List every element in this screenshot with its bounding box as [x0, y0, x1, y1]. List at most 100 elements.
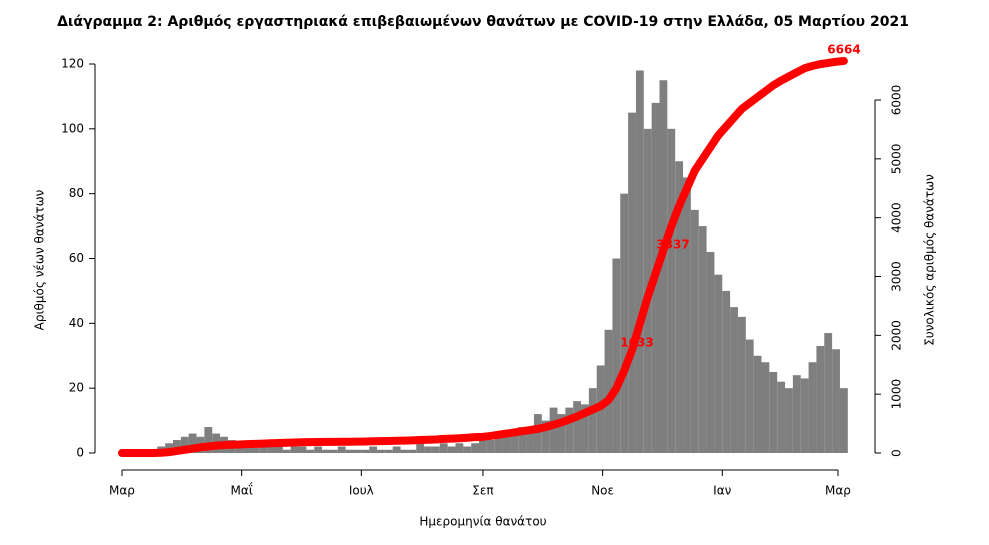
bar — [533, 414, 542, 453]
bar — [267, 446, 276, 453]
bar — [761, 362, 770, 453]
y2-tick-label: 6000 — [890, 85, 904, 116]
bar — [502, 436, 511, 453]
bar — [808, 362, 817, 453]
y2-axis-label: Συνολικός αριθμός θανάτων — [923, 174, 937, 346]
x-tick-label: Νοε — [591, 484, 614, 498]
bar — [628, 112, 636, 453]
bar — [408, 449, 417, 453]
bar — [377, 449, 385, 453]
bar — [730, 307, 738, 453]
bar — [745, 339, 754, 453]
bar — [479, 436, 487, 453]
bar — [800, 378, 809, 453]
bar — [675, 161, 684, 453]
bar — [204, 427, 213, 453]
bar — [510, 430, 519, 453]
bar — [832, 349, 840, 453]
bar — [251, 443, 260, 453]
bar — [369, 446, 378, 453]
bar — [345, 449, 354, 453]
bar — [392, 446, 401, 453]
bar — [659, 80, 668, 453]
bar — [581, 404, 589, 453]
y-tick-label: 120 — [61, 57, 84, 71]
bar — [455, 443, 464, 453]
bar — [329, 449, 338, 453]
bar — [816, 346, 825, 453]
x-tick-label: Ιαν — [713, 484, 731, 498]
bar — [314, 446, 323, 453]
bar — [737, 316, 746, 453]
bar — [753, 355, 762, 453]
bar — [416, 443, 425, 453]
bar — [839, 388, 848, 453]
bar — [275, 446, 283, 453]
bar — [722, 290, 731, 453]
x-tick-label: Ιουλ — [349, 484, 374, 498]
bar — [635, 70, 644, 453]
bar — [557, 414, 566, 453]
cumulative-line — [118, 56, 848, 457]
bar — [337, 446, 346, 453]
bar — [180, 436, 189, 453]
bar — [683, 177, 691, 454]
bar — [424, 446, 432, 453]
bar — [824, 333, 833, 453]
x-tick-label: Μαΐ — [230, 483, 252, 498]
bar — [282, 449, 291, 453]
bar — [518, 427, 527, 453]
bar — [698, 226, 707, 453]
annotation: 3337 — [656, 238, 689, 252]
bar — [612, 258, 621, 453]
bar — [785, 388, 793, 453]
x-tick-label: Μαρ — [109, 484, 135, 498]
y-tick-label: 40 — [69, 316, 84, 330]
y2-tick-label: 2000 — [890, 320, 904, 351]
y2-tick-label: 4000 — [890, 202, 904, 233]
x-axis-label: Ημερομηνία θανάτου — [419, 515, 546, 529]
bar — [604, 329, 613, 453]
bar — [439, 443, 448, 453]
bar — [486, 440, 495, 453]
y-axis-label: Αριθμός νέων θανάτων — [33, 189, 47, 330]
bar — [541, 420, 550, 453]
bar — [243, 446, 252, 453]
bar — [494, 433, 503, 453]
annotation: 6664 — [827, 43, 860, 57]
y-tick-label: 20 — [69, 381, 84, 395]
bar — [769, 371, 778, 453]
y2-tick-label: 3000 — [890, 261, 904, 292]
bar — [714, 274, 723, 453]
bar — [526, 427, 534, 453]
bar — [620, 193, 629, 453]
bar — [306, 449, 315, 453]
bar — [400, 449, 409, 453]
bar — [447, 446, 456, 453]
bar — [463, 446, 472, 453]
bar — [792, 375, 801, 453]
bar — [361, 449, 370, 453]
y-tick-label: 100 — [61, 121, 84, 135]
bar — [259, 446, 268, 453]
bar — [431, 446, 440, 453]
bar — [565, 407, 574, 453]
y2-tick-label: 1000 — [890, 379, 904, 410]
y-tick-label: 60 — [69, 251, 84, 265]
bar — [173, 440, 181, 453]
bar — [353, 449, 362, 453]
bar — [573, 401, 582, 453]
y2-tick-label: 0 — [890, 449, 904, 457]
bar — [298, 446, 307, 453]
bar — [471, 443, 480, 453]
y2-tick-label: 5000 — [890, 144, 904, 175]
chart-title: Διάγραμμα 2: Αριθμός εργαστηριακά επιβεβ… — [57, 14, 909, 30]
bar — [690, 209, 699, 453]
bar — [706, 252, 715, 453]
bar — [188, 433, 197, 453]
bar — [549, 407, 558, 453]
bar — [667, 128, 676, 454]
bar — [777, 381, 786, 453]
y-tick-label: 0 — [76, 446, 84, 460]
